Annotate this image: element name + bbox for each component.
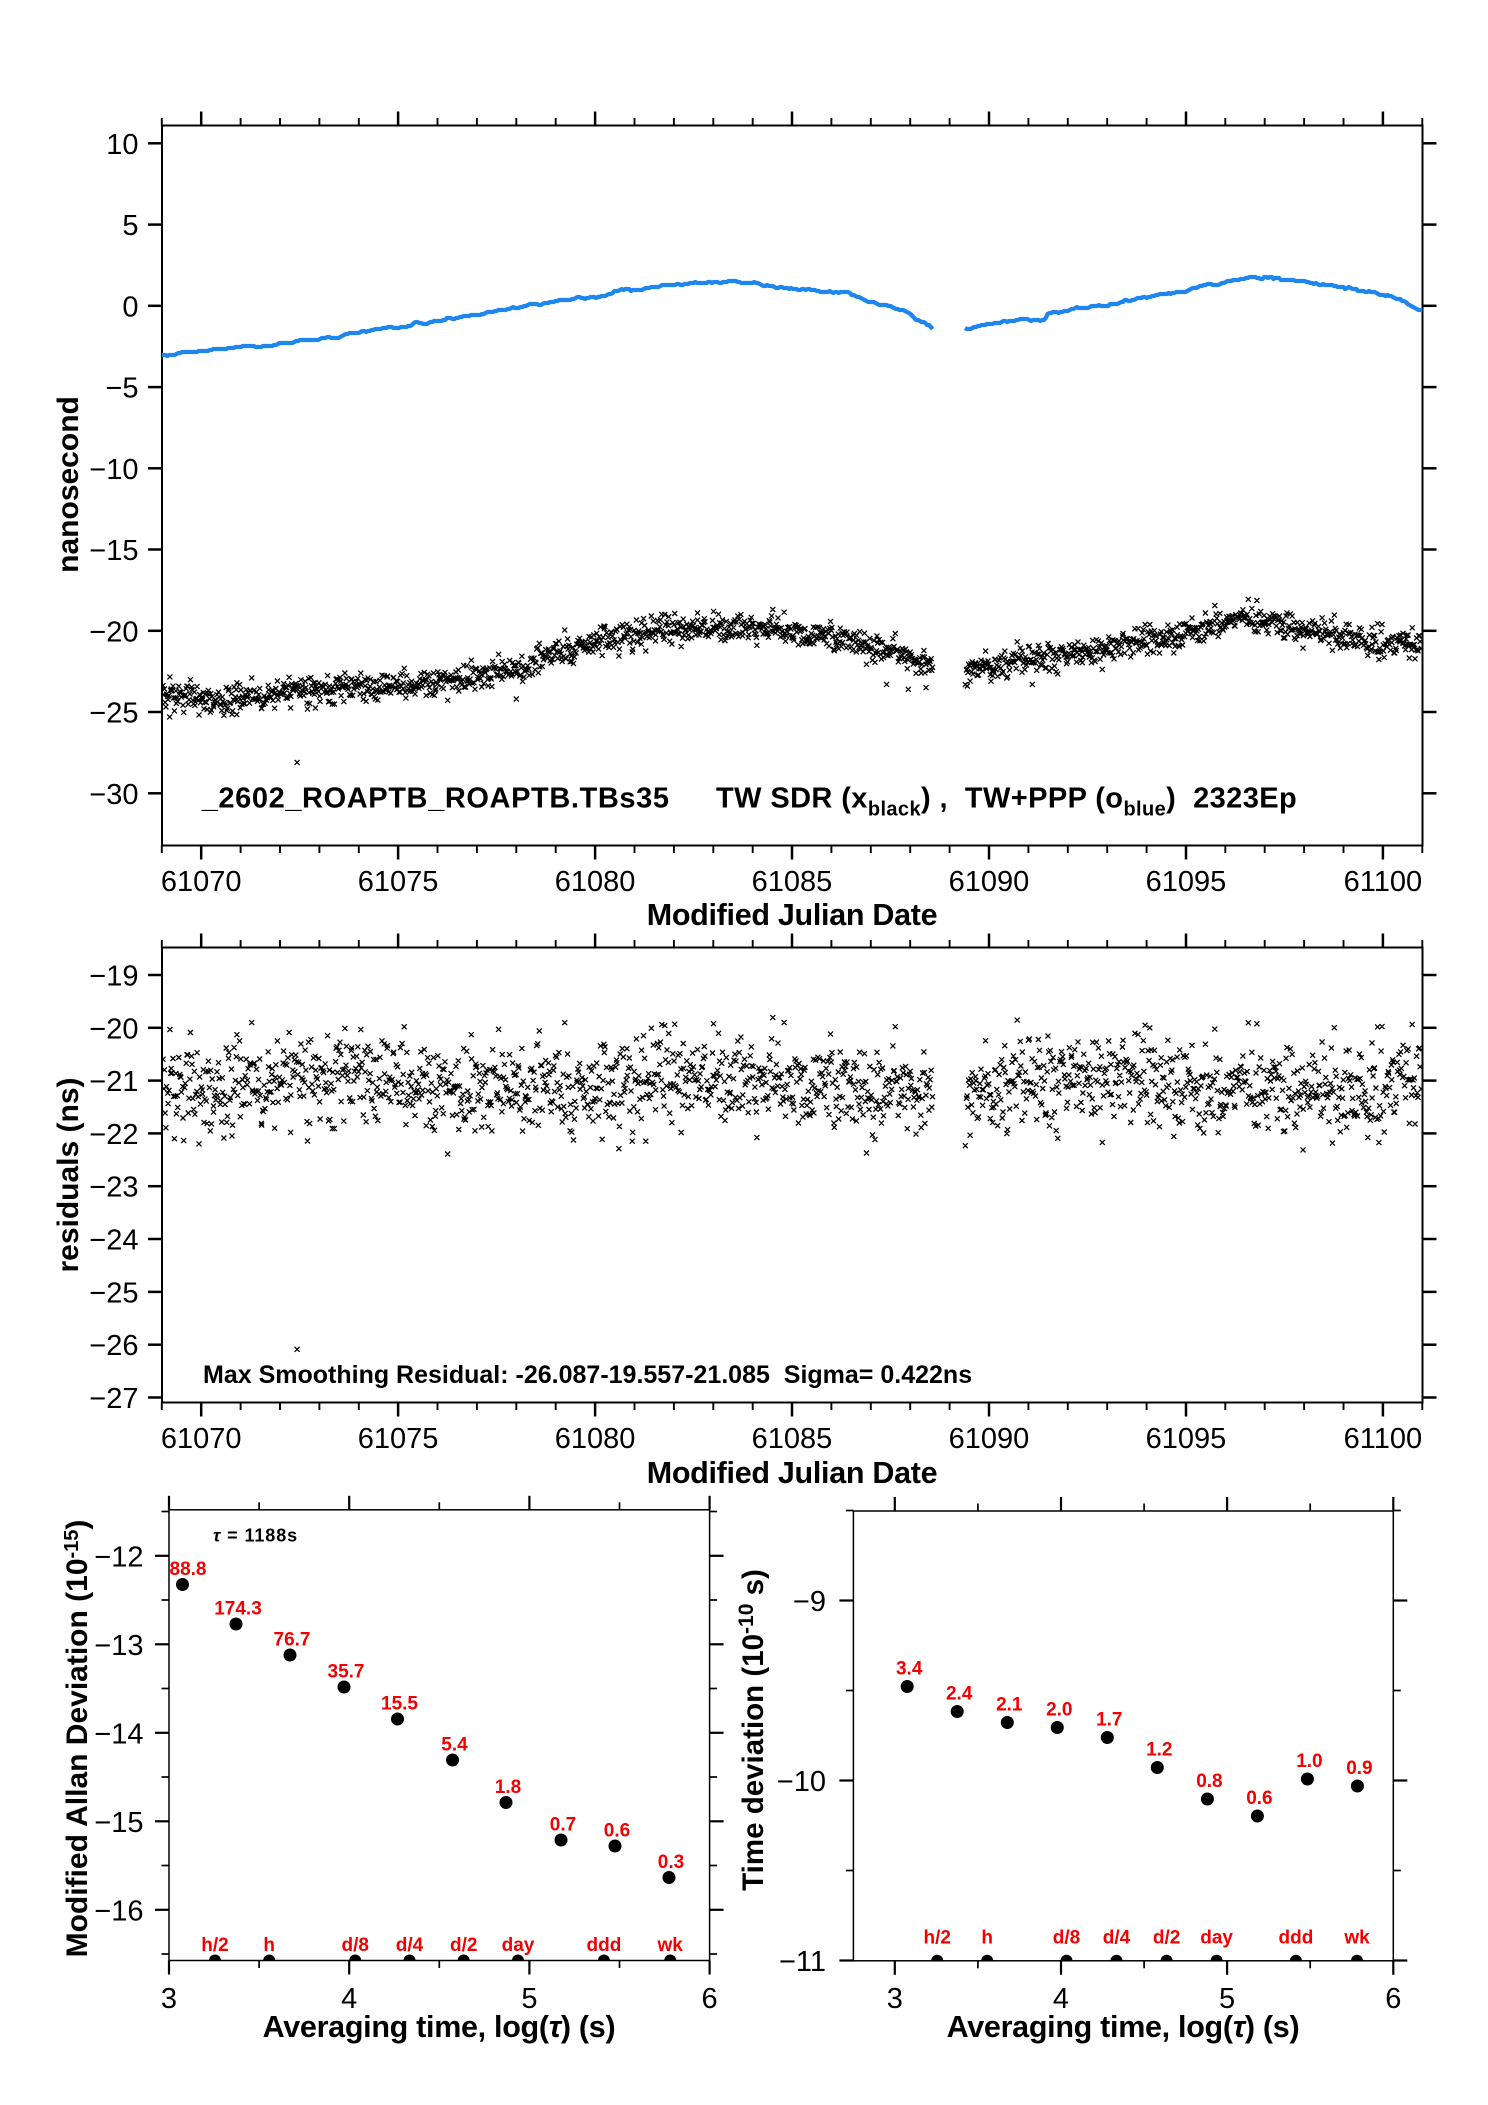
svg-text:Max Smoothing Residual: -26.08: Max Smoothing Residual: -26.087-19.557-2… xyxy=(203,1361,972,1389)
svg-text:h: h xyxy=(981,1928,993,1949)
svg-text:61070: 61070 xyxy=(161,866,242,898)
svg-text:−14: −14 xyxy=(94,1718,143,1750)
svg-text:−12: −12 xyxy=(94,1541,143,1573)
svg-text:d/4: d/4 xyxy=(1103,1928,1131,1949)
svg-text:Modified Allan Deviation (10-1: Modified Allan Deviation (10-15) xyxy=(61,1520,94,1958)
svg-text:d/8: d/8 xyxy=(341,1935,368,1956)
svg-text:_2602_ROAPTB_ROAPTB.TBs35: _2602_ROAPTB_ROAPTB.TBs35 xyxy=(201,783,670,815)
svg-text:−25: −25 xyxy=(89,1277,138,1309)
svg-text:−13: −13 xyxy=(94,1630,143,1662)
svg-text:Averaging time, log(τ) (s): Averaging time, log(τ) (s) xyxy=(263,2010,616,2044)
svg-text:−22: −22 xyxy=(89,1119,138,1151)
svg-text:61100: 61100 xyxy=(1344,866,1423,898)
svg-text:−26: −26 xyxy=(89,1330,138,1362)
svg-text:−9: −9 xyxy=(793,1586,826,1618)
svg-text:d/2: d/2 xyxy=(1153,1928,1180,1949)
svg-text:5.4: 5.4 xyxy=(441,1735,468,1756)
svg-text:d/4: d/4 xyxy=(396,1935,424,1956)
svg-text:−5: −5 xyxy=(105,373,138,405)
svg-text:h/2: h/2 xyxy=(923,1928,950,1949)
svg-text:−10: −10 xyxy=(777,1766,826,1798)
svg-text:1.0: 1.0 xyxy=(1296,1751,1322,1772)
svg-text:h/2: h/2 xyxy=(201,1935,228,1956)
svg-text:61095: 61095 xyxy=(1146,866,1227,898)
svg-text:3: 3 xyxy=(887,1983,903,2015)
svg-text:−25: −25 xyxy=(89,698,138,730)
svg-text:d/2: d/2 xyxy=(450,1935,477,1956)
svg-text:wk: wk xyxy=(1343,1928,1370,1949)
svg-text:4: 4 xyxy=(341,1983,357,2015)
svg-text:0: 0 xyxy=(122,291,138,323)
svg-text:1.7: 1.7 xyxy=(1096,1710,1122,1731)
svg-text:2.1: 2.1 xyxy=(996,1695,1023,1716)
svg-text:76.7: 76.7 xyxy=(274,1630,311,1651)
svg-text:τ = 1188s: τ = 1188s xyxy=(213,1526,298,1546)
svg-text:5: 5 xyxy=(1219,1983,1235,2015)
svg-text:nanosecond: nanosecond xyxy=(52,396,85,573)
svg-text:61090: 61090 xyxy=(949,1423,1030,1455)
svg-text:2.0: 2.0 xyxy=(1046,1700,1072,1721)
svg-text:2.4: 2.4 xyxy=(946,1684,973,1705)
svg-text:−30: −30 xyxy=(89,779,138,811)
svg-text:−15: −15 xyxy=(89,535,138,567)
svg-text:61080: 61080 xyxy=(555,866,636,898)
svg-text:−23: −23 xyxy=(89,1172,138,1204)
svg-text:3: 3 xyxy=(161,1983,177,2015)
svg-text:3.4: 3.4 xyxy=(896,1659,923,1680)
svg-text:0.3: 0.3 xyxy=(658,1852,684,1873)
svg-text:5: 5 xyxy=(521,1983,537,2015)
svg-text:88.8: 88.8 xyxy=(170,1559,207,1580)
svg-text:174.3: 174.3 xyxy=(214,1599,262,1620)
svg-text:−20: −20 xyxy=(89,616,138,648)
svg-text:0.6: 0.6 xyxy=(604,1821,630,1842)
svg-text:0.7: 0.7 xyxy=(550,1815,576,1836)
svg-text:35.7: 35.7 xyxy=(328,1662,365,1683)
svg-text:−20: −20 xyxy=(89,1013,138,1045)
svg-text:−15: −15 xyxy=(94,1807,143,1839)
svg-text:61085: 61085 xyxy=(752,866,833,898)
svg-text:day: day xyxy=(502,1935,535,1956)
svg-text:−10: −10 xyxy=(89,454,138,486)
svg-text:−24: −24 xyxy=(89,1225,138,1257)
svg-text:61090: 61090 xyxy=(949,866,1030,898)
svg-text:TW SDR (xblack) , TW+PPP (obl: TW SDR (xblack) , TW+PPP (oblue) 2323Ep xyxy=(716,783,1297,821)
svg-text:0.6: 0.6 xyxy=(1246,1788,1272,1809)
svg-text:day: day xyxy=(1200,1928,1233,1949)
svg-text:61075: 61075 xyxy=(358,1423,439,1455)
svg-text:5: 5 xyxy=(122,210,138,242)
svg-text:1.8: 1.8 xyxy=(495,1777,521,1798)
svg-text:6: 6 xyxy=(702,1983,718,2015)
svg-text:4: 4 xyxy=(1053,1983,1069,2015)
svg-text:0.9: 0.9 xyxy=(1346,1758,1372,1779)
svg-text:wk: wk xyxy=(657,1935,684,1956)
svg-text:61085: 61085 xyxy=(752,1423,833,1455)
svg-text:61075: 61075 xyxy=(358,866,439,898)
svg-text:−27: −27 xyxy=(89,1383,138,1415)
svg-text:Modified Julian Date: Modified Julian Date xyxy=(647,898,938,932)
svg-text:61100: 61100 xyxy=(1344,1423,1423,1455)
svg-text:−21: −21 xyxy=(89,1066,138,1098)
svg-text:Averaging time, log(τ) (s): Averaging time, log(τ) (s) xyxy=(947,2010,1300,2044)
svg-text:15.5: 15.5 xyxy=(381,1694,418,1715)
svg-text:ddd: ddd xyxy=(1278,1928,1313,1949)
svg-text:61095: 61095 xyxy=(1146,1423,1227,1455)
svg-text:61070: 61070 xyxy=(161,1423,242,1455)
svg-text:ddd: ddd xyxy=(586,1935,621,1956)
svg-text:h: h xyxy=(263,1935,275,1956)
svg-text:residuals (ns): residuals (ns) xyxy=(52,1077,85,1272)
svg-text:6: 6 xyxy=(1385,1983,1401,2015)
svg-text:1.2: 1.2 xyxy=(1146,1740,1172,1761)
svg-text:−16: −16 xyxy=(94,1895,143,1927)
svg-text:d/8: d/8 xyxy=(1053,1928,1080,1949)
svg-text:0.8: 0.8 xyxy=(1196,1771,1222,1792)
svg-text:−11: −11 xyxy=(779,1946,826,1978)
svg-text:−19: −19 xyxy=(89,961,138,993)
svg-text:Modified Julian Date: Modified Julian Date xyxy=(647,1456,938,1490)
svg-text:10: 10 xyxy=(106,129,138,161)
svg-text:61080: 61080 xyxy=(555,1423,636,1455)
